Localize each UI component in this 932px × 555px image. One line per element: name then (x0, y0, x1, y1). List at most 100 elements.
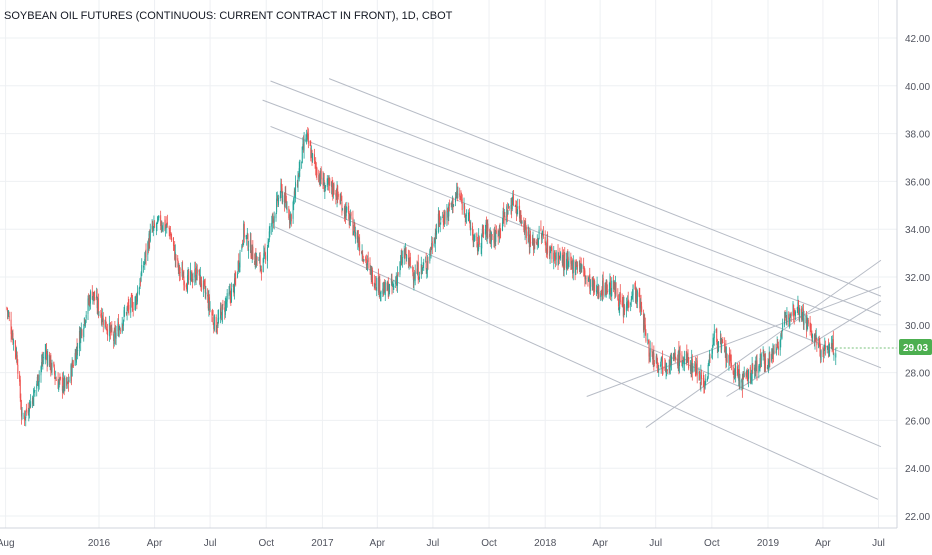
candle-body (783, 318, 785, 325)
candle-body (183, 276, 185, 286)
candle-body (622, 302, 624, 317)
candle-body (345, 209, 347, 219)
candle-body (93, 292, 95, 298)
candle-body (661, 355, 663, 370)
trend-line[interactable] (270, 125, 882, 369)
candle-body (803, 318, 805, 325)
candle-body (403, 250, 405, 258)
candle-body (102, 318, 104, 325)
candle-body (442, 218, 444, 223)
candle-body (204, 280, 206, 285)
candle-body (259, 257, 261, 259)
candle-body (49, 354, 51, 367)
candle-body (307, 131, 309, 136)
candle-body (741, 379, 743, 383)
candle-body (97, 300, 99, 309)
candle-body (818, 343, 820, 348)
trend-lines[interactable] (262, 78, 882, 500)
candle-body (595, 290, 597, 293)
candle-body (584, 275, 586, 280)
x-tick-label: Apr (815, 538, 831, 549)
candle-body (614, 283, 616, 294)
candle-body (782, 323, 784, 329)
candle-body (32, 398, 34, 404)
candle-body (460, 197, 462, 198)
candle-body (362, 254, 364, 259)
y-tick-label: 30.00 (905, 321, 930, 332)
candle-body (123, 310, 125, 318)
candle-body (342, 209, 344, 211)
candle-body (276, 195, 278, 198)
candle-body (187, 273, 189, 277)
candle-body (832, 339, 834, 345)
candle-body (375, 283, 377, 286)
candle-body (521, 221, 523, 224)
trend-line[interactable] (586, 286, 882, 397)
candle-body (574, 260, 576, 273)
candle-body (600, 293, 602, 298)
candle-body (367, 260, 369, 265)
trend-line[interactable] (645, 259, 882, 428)
price-axis[interactable]: 22.00 24.00 26.00 28.00 30.00 32.00 34.00 36.00… (905, 34, 930, 523)
candle-body (273, 216, 275, 223)
candle-body (340, 199, 342, 201)
candle-body (528, 237, 530, 248)
trend-line[interactable] (270, 80, 882, 316)
candle-body (25, 408, 27, 412)
trend-line[interactable] (274, 226, 879, 500)
candle-body (707, 377, 709, 381)
candle-body (62, 388, 64, 392)
candle-body (762, 351, 764, 354)
candle-body (305, 137, 307, 142)
candle-body (181, 268, 183, 271)
time-axis[interactable]: Aug 2016 Apr Jul Oct 2017 Apr Jul Oct 2018 Apr Jul O… (0, 538, 885, 549)
candle-body (473, 236, 475, 241)
candle-body (639, 295, 641, 309)
candle-body (547, 238, 549, 253)
candle-body (407, 257, 409, 265)
candle-body (332, 183, 334, 196)
candle-body (495, 231, 497, 233)
candle-body (192, 278, 194, 281)
candle-body (367, 258, 369, 263)
candle-body (769, 353, 771, 363)
candle-body (155, 226, 157, 228)
candle-body (467, 212, 469, 214)
trend-line[interactable] (328, 78, 882, 297)
candle-body (229, 290, 231, 296)
candle-body (422, 265, 424, 266)
candle-body (734, 370, 736, 377)
candle-body (642, 314, 644, 331)
candle-body (248, 248, 250, 251)
candle-body (454, 196, 456, 203)
candle-body (809, 322, 811, 329)
candle-body (472, 226, 474, 236)
candle-body (366, 264, 368, 266)
trend-line[interactable] (284, 192, 882, 448)
candle-body (448, 204, 450, 217)
candle-body (555, 252, 557, 260)
candle-body (760, 354, 762, 367)
candle-body (157, 219, 159, 221)
trend-line[interactable] (262, 99, 882, 333)
candle-body (127, 304, 129, 308)
candle-body (41, 362, 43, 367)
candle-body (703, 378, 705, 388)
candle-body (634, 282, 636, 290)
candle-body (255, 253, 257, 264)
candle-body (191, 270, 193, 282)
candle-body (553, 252, 555, 262)
candle-body (306, 134, 308, 138)
candle-body (758, 366, 760, 368)
candle-body (502, 211, 504, 224)
candle-body (345, 207, 347, 217)
candle-body (507, 210, 509, 215)
candle-body (768, 352, 770, 363)
candle-body (293, 198, 295, 205)
candle-body (655, 356, 657, 363)
candle-body (250, 239, 252, 258)
candle-body (268, 239, 270, 244)
candle-body (555, 256, 557, 260)
